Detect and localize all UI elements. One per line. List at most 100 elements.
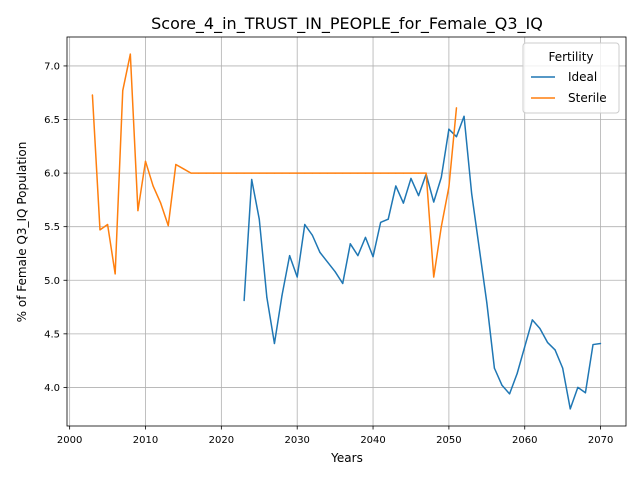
data-point-sterile	[440, 226, 442, 228]
data-point-ideal	[372, 256, 374, 258]
data-point-sterile	[319, 172, 321, 174]
data-point-ideal	[387, 218, 389, 220]
data-point-ideal	[569, 408, 571, 410]
data-point-sterile	[364, 172, 367, 174]
data-point-sterile	[372, 172, 374, 174]
data-point-ideal	[258, 218, 260, 220]
data-point-sterile	[235, 172, 238, 174]
data-point-sterile	[243, 172, 245, 174]
data-point-sterile	[175, 163, 177, 166]
data-point-sterile	[342, 172, 344, 174]
data-point-sterile	[395, 172, 397, 174]
data-point-ideal	[478, 247, 480, 249]
data-point-ideal	[440, 176, 442, 178]
legend-label-ideal: Ideal	[568, 70, 597, 84]
data-point-sterile	[228, 172, 230, 174]
data-point-sterile	[349, 172, 351, 174]
data-point-ideal	[516, 372, 518, 375]
data-point-ideal	[577, 386, 579, 389]
data-point-ideal	[455, 136, 458, 138]
x-tick-label: 2010	[133, 435, 158, 446]
data-point-sterile	[114, 273, 116, 275]
data-point-ideal	[554, 349, 556, 351]
data-point-sterile	[205, 172, 207, 174]
data-point-sterile	[380, 172, 382, 174]
data-point-sterile	[122, 89, 124, 92]
data-point-sterile	[334, 172, 336, 174]
data-point-ideal	[417, 195, 420, 197]
series-sterile	[91, 53, 458, 278]
data-point-sterile	[198, 172, 200, 174]
data-point-ideal	[471, 192, 473, 195]
data-point-sterile	[448, 186, 450, 188]
data-point-ideal	[562, 367, 564, 369]
data-point-sterile	[258, 172, 260, 174]
data-point-sterile	[266, 172, 268, 174]
x-tick-label: 2030	[284, 435, 309, 446]
data-point-ideal	[342, 282, 344, 285]
y-tick-label: 6.5	[44, 115, 60, 126]
legend: Fertility Ideal Sterile	[522, 42, 620, 114]
y-axis: 4.0 4.5 5.0 5.5 6.0 6.5 7.0	[44, 61, 67, 394]
data-point-sterile	[281, 172, 283, 174]
data-point-ideal	[486, 302, 488, 304]
data-point-ideal	[592, 343, 594, 346]
data-point-sterile	[304, 172, 306, 174]
data-point-sterile	[289, 172, 291, 174]
data-point-sterile	[296, 172, 298, 174]
y-tick-label: 5.0	[44, 276, 60, 287]
x-axis: 2000 2010 2020 2030 2040 2050 2060 2070	[57, 426, 613, 446]
data-point-sterile	[425, 172, 427, 174]
x-tick-label: 2000	[57, 435, 82, 446]
data-point-sterile	[273, 172, 276, 174]
data-point-sterile	[357, 172, 359, 174]
y-tick-label: 6.0	[44, 169, 60, 180]
data-point-ideal	[289, 255, 291, 257]
data-point-sterile	[417, 172, 420, 174]
data-point-ideal	[501, 384, 503, 386]
data-point-sterile	[167, 225, 169, 227]
legend-title: Fertility	[548, 50, 593, 64]
data-point-ideal	[273, 342, 276, 345]
y-tick-label: 5.5	[44, 222, 60, 233]
data-point-sterile	[129, 53, 131, 55]
data-point-sterile	[190, 172, 192, 174]
x-tick-label: 2020	[209, 435, 234, 446]
x-tick-label: 2070	[588, 435, 613, 446]
data-point-sterile	[402, 172, 404, 174]
x-axis-label: Years	[330, 451, 363, 465]
data-point-ideal	[266, 296, 268, 298]
data-point-ideal	[463, 115, 465, 117]
data-point-ideal	[296, 276, 298, 278]
data-point-sterile	[326, 172, 329, 174]
data-point-ideal	[357, 255, 359, 257]
data-point-ideal	[402, 202, 404, 204]
data-point-ideal	[539, 327, 541, 330]
data-point-ideal	[493, 367, 495, 369]
y-tick-label: 4.5	[44, 329, 60, 340]
data-point-sterile	[137, 210, 139, 212]
data-point-sterile	[160, 202, 162, 204]
data-point-sterile	[251, 172, 253, 174]
data-point-ideal	[326, 261, 329, 263]
chart-title: Score_4_in_TRUST_IN_PEOPLE_for_Female_Q3…	[151, 14, 543, 34]
data-point-ideal	[448, 128, 450, 130]
data-point-sterile	[311, 172, 313, 174]
data-point-ideal	[349, 243, 351, 245]
data-point-ideal	[531, 319, 533, 321]
data-point-sterile	[410, 172, 412, 174]
data-point-ideal	[546, 341, 549, 344]
data-point-ideal	[395, 185, 397, 187]
data-point-sterile	[455, 107, 458, 109]
legend-box	[522, 42, 620, 114]
y-tick-label: 7.0	[44, 61, 60, 72]
data-point-ideal	[251, 178, 253, 181]
data-point-sterile	[387, 172, 389, 174]
data-point-sterile	[144, 160, 147, 162]
y-tick-label: 4.0	[44, 383, 60, 394]
data-point-ideal	[311, 234, 313, 236]
x-tick-label: 2050	[436, 435, 461, 446]
data-point-sterile	[433, 276, 435, 278]
data-point-ideal	[319, 251, 321, 253]
